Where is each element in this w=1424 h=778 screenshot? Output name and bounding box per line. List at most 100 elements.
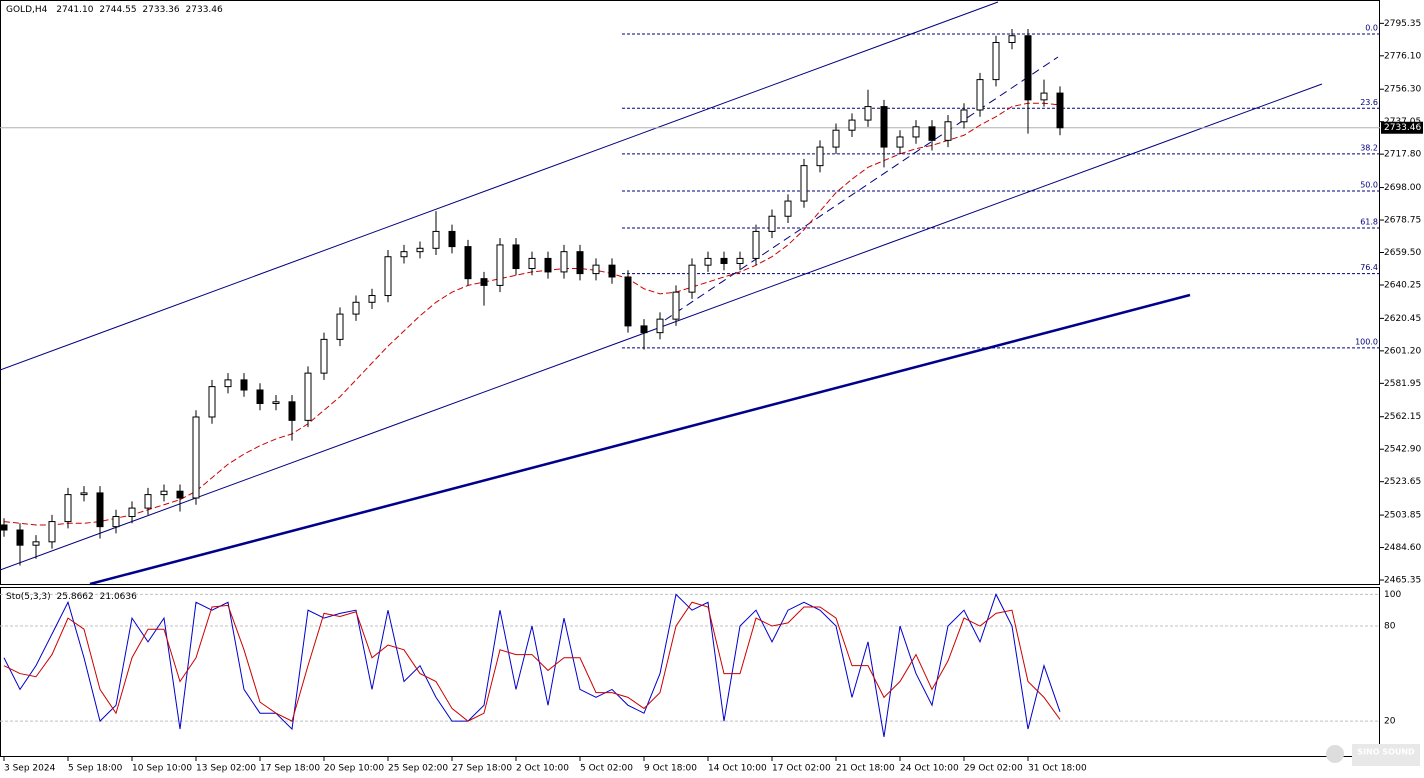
main-panel-frame [0, 0, 1380, 585]
x-tick-label: 27 Sep 18:00 [452, 764, 512, 774]
candle-body [352, 301, 360, 315]
y-tick-label: 2581.95 [1384, 379, 1421, 389]
candle-body [1008, 35, 1016, 43]
candle-body [368, 295, 376, 303]
symbol: GOLD,H4 [6, 5, 48, 15]
candle-body [736, 257, 744, 264]
x-tick-label: 29 Oct 02:00 [964, 764, 1023, 774]
y-tick-label: 2678.75 [1384, 216, 1421, 226]
y-tick-label: 2465.35 [1384, 576, 1421, 586]
y-tick-label: 2717.80 [1384, 150, 1421, 160]
candle-body [128, 507, 136, 518]
candle-body [608, 264, 616, 278]
candle-body [928, 126, 936, 141]
candle-body [112, 516, 120, 528]
candle-body [880, 106, 888, 148]
candle-body [0, 524, 8, 531]
x-tick-label: 31 Oct 18:00 [1028, 764, 1087, 774]
candle-body [192, 416, 200, 499]
candle-body [848, 119, 856, 131]
candle-body [512, 244, 520, 270]
candle-body [784, 200, 792, 217]
ohlc-open: 2741.10 [56, 5, 93, 15]
candle-body [256, 389, 264, 404]
candle-body [816, 146, 824, 167]
y-tick-label: 2562.15 [1384, 412, 1421, 422]
y-tick-label: 2659.50 [1384, 248, 1421, 258]
candle-body [992, 41, 1000, 81]
candle-body [80, 492, 88, 496]
ohlc-high: 2744.55 [99, 5, 136, 15]
y-tick-label: 2640.25 [1384, 280, 1421, 290]
watermark-text: SINO SOUND [1357, 748, 1415, 757]
candle-body [464, 246, 472, 280]
candle-body [1024, 35, 1032, 101]
stoch-d-value: 21.0636 [100, 592, 137, 602]
candle-body [832, 129, 840, 148]
last-price-label: 2733.46 [1384, 123, 1421, 133]
candle-body [480, 278, 488, 286]
candle-body [208, 386, 216, 418]
candle-body [864, 106, 872, 121]
candle-body [16, 529, 24, 546]
candle-body [448, 230, 456, 248]
x-tick-label: 5 Sep 18:00 [68, 764, 123, 774]
fib-label: 61.8 [1360, 218, 1378, 227]
candle-body [560, 251, 568, 273]
x-tick-label: 14 Oct 10:00 [708, 764, 767, 774]
candle-body [288, 401, 296, 421]
candle-body [1040, 92, 1048, 101]
y-tick-label: 2756.30 [1384, 85, 1421, 95]
candle-body [304, 372, 312, 421]
fib-label: 38.2 [1360, 143, 1378, 152]
x-tick-label: 9 Oct 18:00 [644, 764, 697, 774]
main-panel: 2795.352776.102756.302737.052717.802698.… [0, 19, 1423, 774]
candle-body [272, 401, 280, 404]
y-tick-label: 2484.60 [1384, 543, 1421, 553]
y-tick-label: 80 [1384, 622, 1396, 632]
candle-body [640, 325, 648, 334]
x-tick-label: 2 Oct 10:00 [516, 764, 569, 774]
candle-body [48, 521, 56, 543]
candle-body [896, 136, 904, 148]
y-tick-label: 20 [1384, 717, 1396, 727]
candle-body [944, 121, 952, 141]
fib-label: 100.0 [1355, 337, 1378, 346]
candle-body [768, 215, 776, 232]
x-tick-label: 21 Oct 18:00 [836, 764, 895, 774]
x-tick-label: 17 Oct 02:00 [772, 764, 831, 774]
candle-body [704, 257, 712, 266]
candle-body [32, 541, 40, 546]
y-tick-label: 2776.10 [1384, 51, 1421, 61]
candle-body [800, 165, 808, 202]
stoch-k-value: 25.8662 [57, 592, 94, 602]
stoch-header: Sto(5,3,3) 25.8662 21.0636 [6, 592, 137, 602]
y-tick-label: 100 [1384, 590, 1401, 600]
ohlc-close: 2733.46 [186, 5, 223, 15]
candle-body [64, 494, 72, 523]
y-tick-label: 2601.20 [1384, 346, 1421, 356]
candle-body [688, 264, 696, 293]
stoch-panel: 100 80 20 [0, 590, 1401, 738]
candle-body [320, 338, 328, 374]
candle-body [496, 244, 504, 286]
inner-trendline [664, 56, 1059, 321]
candle-body [544, 257, 552, 273]
last-price-box [1381, 121, 1423, 134]
candle-body [336, 313, 344, 340]
x-tick-label: 5 Oct 02:00 [580, 764, 633, 774]
candle-body [432, 230, 440, 249]
watermark-logo [1326, 745, 1344, 763]
y-tick-label: 2542.90 [1384, 445, 1421, 455]
candle-body [240, 379, 248, 391]
watermark: SINO SOUND [1326, 744, 1420, 766]
stoch-panel-frame [0, 587, 1380, 757]
fib-label: 76.4 [1360, 263, 1378, 272]
candle-body [144, 494, 152, 509]
stoch-line [3, 601, 1061, 722]
candle-body [592, 264, 600, 275]
y-tick-label: 2698.00 [1384, 183, 1421, 193]
